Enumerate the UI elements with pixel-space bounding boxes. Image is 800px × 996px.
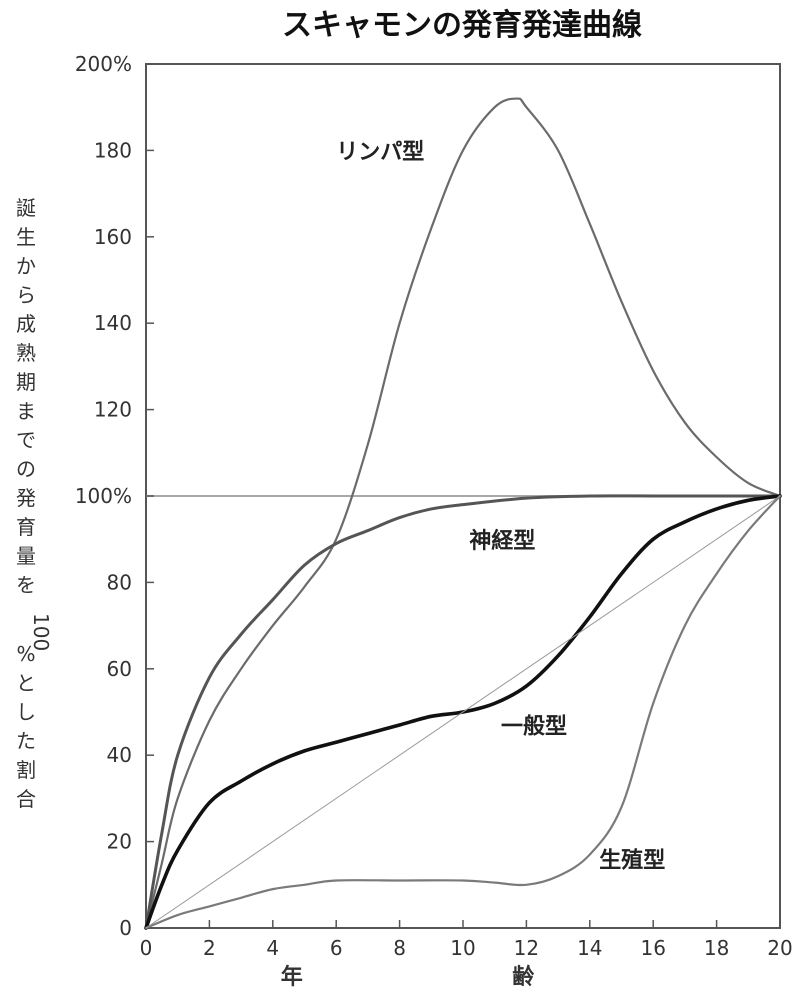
x-tick-label: 18: [704, 936, 729, 960]
series-line-3: [144, 494, 782, 930]
y-label-char: 割: [16, 758, 36, 782]
series-label-1: リンパ型: [336, 140, 424, 165]
x-tick-label: 2: [203, 936, 216, 960]
x-tick-label: 4: [266, 936, 279, 960]
y-label-char: 成: [16, 312, 36, 336]
y-label-char: 期: [16, 370, 36, 394]
y-label-char: ら: [16, 283, 36, 307]
series-line-4: [144, 494, 782, 930]
y-label-char: 発: [16, 486, 36, 510]
y-label-char: 合: [16, 787, 36, 811]
y-tick-label: 180: [94, 138, 132, 162]
x-axis-label-part: 齢: [512, 964, 535, 990]
series-line-1: [144, 97, 782, 930]
x-axis-ticks: 0 2 4 6 8 10 12 14 16 18 20: [140, 920, 793, 960]
y-label-char: 生: [16, 225, 36, 249]
x-tick-label: 16: [640, 936, 665, 960]
x-tick-label: 6: [330, 936, 343, 960]
y-label-char: し: [16, 700, 36, 724]
x-tick-label: 20: [767, 936, 792, 960]
y-tick-label: 160: [94, 225, 132, 249]
series-lines: [144, 97, 782, 930]
x-tick-label: 12: [514, 936, 539, 960]
series-label-2: 神経型: [469, 528, 535, 554]
y-tick-label: 40: [107, 743, 132, 767]
y-label-char: 量: [16, 544, 36, 568]
chart-title: スキャモンの発育発達曲線: [282, 8, 642, 43]
y-label-char: た: [16, 729, 36, 753]
x-axis-label: 年齢: [281, 964, 535, 990]
y-label-number: 100: [29, 613, 53, 651]
x-tick-label: 0: [140, 936, 153, 960]
y-label-char: ま: [16, 399, 36, 423]
y-tick-label: 60: [107, 657, 132, 681]
y-label-char: 熟: [16, 341, 36, 365]
y-label-char: で: [16, 428, 36, 452]
series-label-3: 一般型: [501, 714, 567, 740]
y-label-char: 育: [16, 515, 36, 539]
y-label-char: %: [16, 642, 35, 666]
series-label-4: 生殖型: [599, 848, 665, 874]
y-tick-label: 20: [107, 830, 132, 854]
y-tick-label: 120: [94, 398, 132, 422]
series-line-2: [144, 494, 782, 930]
y-label-char: を: [16, 573, 36, 597]
y-label-char: の: [16, 457, 36, 481]
x-tick-label: 8: [393, 936, 406, 960]
x-tick-label: 10: [450, 936, 475, 960]
y-label-char: か: [16, 254, 36, 278]
diagonal-reference-line: [145, 495, 781, 929]
y-tick-label: 80: [107, 570, 132, 594]
y-axis-ticks: 0 20 40 60 80 100% 120 140 160 180 200%: [75, 52, 154, 940]
y-tick-label: 0: [119, 916, 132, 940]
y-tick-label: 200%: [75, 52, 132, 76]
x-tick-label: 14: [577, 936, 602, 960]
y-tick-label: 140: [94, 311, 132, 335]
y-tick-label: 100%: [75, 484, 132, 508]
y-label-char: 誕: [16, 196, 36, 220]
y-label-char: と: [16, 671, 36, 695]
x-axis-label-part: 年: [281, 964, 303, 990]
